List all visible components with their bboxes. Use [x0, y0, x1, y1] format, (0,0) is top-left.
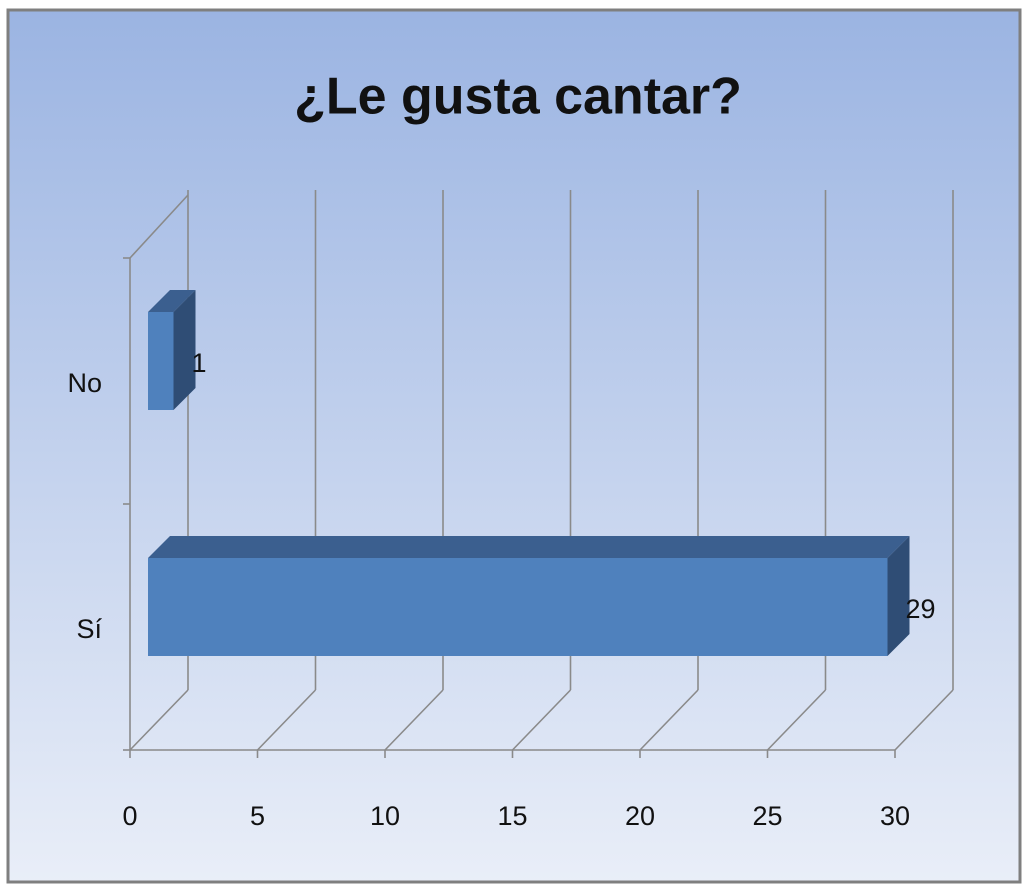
bar-top	[148, 290, 196, 312]
floor-line	[256, 689, 317, 751]
x-tick-label: 15	[497, 801, 527, 831]
data-label: 29	[906, 594, 936, 624]
floor-line	[129, 689, 189, 751]
floor-line	[894, 689, 954, 751]
floor-line	[384, 689, 444, 751]
chart-area	[6, 8, 1022, 884]
x-tick-label: 30	[880, 801, 910, 831]
x-tick-label: 5	[250, 801, 265, 831]
x-tick-label: 0	[122, 801, 137, 831]
chart-title: ¿Le gusta cantar?	[294, 68, 742, 126]
floor-line	[766, 689, 827, 751]
floor-line	[639, 689, 699, 751]
y-tick-label: Sí	[76, 614, 102, 644]
floor-line	[511, 689, 572, 751]
bar-side	[173, 290, 196, 410]
bar-side	[887, 536, 910, 656]
data-label: 1	[192, 348, 207, 378]
x-tick-label: 25	[752, 801, 782, 831]
axis-line	[129, 194, 189, 259]
x-tick-label: 10	[370, 801, 400, 831]
bar	[148, 312, 174, 410]
bar-top	[148, 536, 910, 558]
bar	[148, 558, 888, 656]
y-tick-label: No	[67, 368, 102, 398]
x-tick-label: 20	[625, 801, 655, 831]
